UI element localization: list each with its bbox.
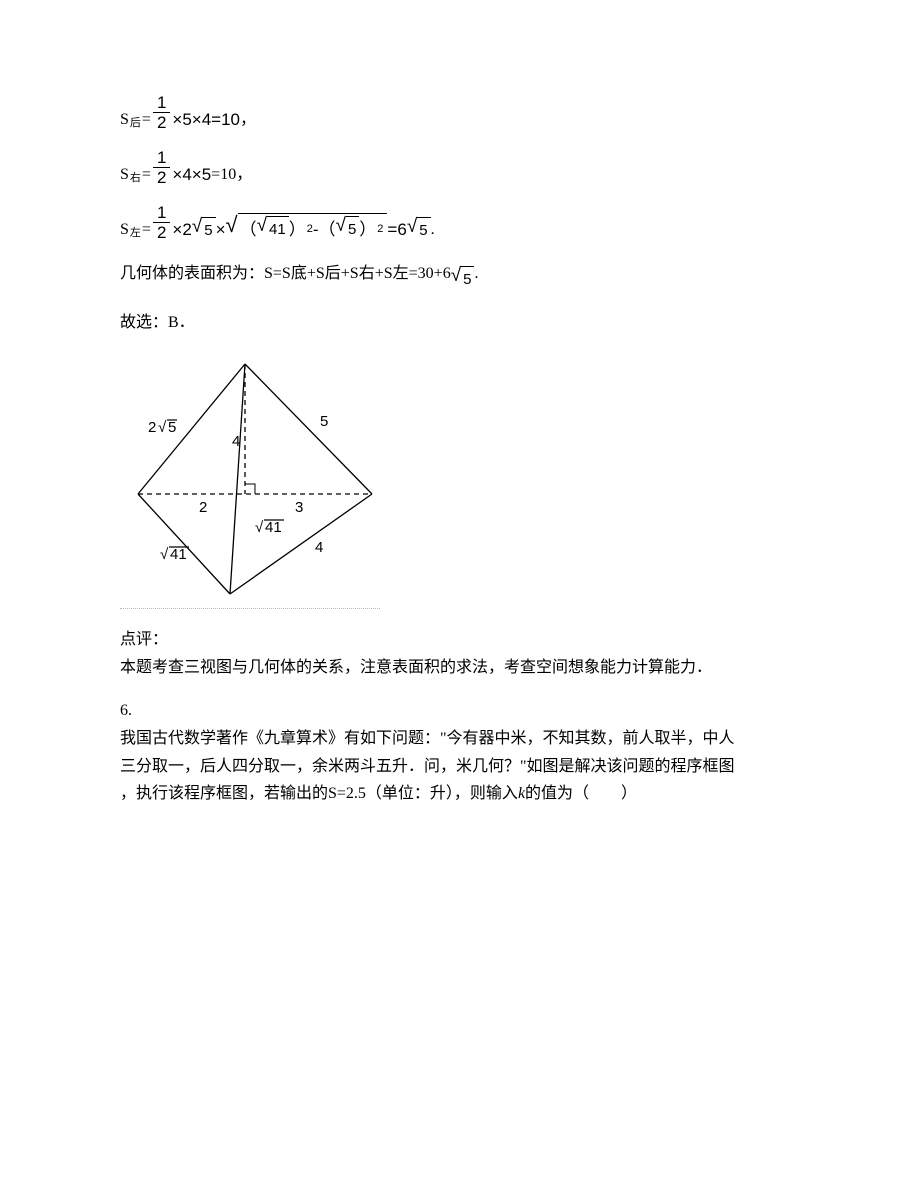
svg-text:4: 4 <box>315 539 323 556</box>
rest: ×4×5 <box>172 161 211 188</box>
lhs-sub: 左 <box>130 225 141 243</box>
q6-line3: ，执行该程序框图，若输出的S=2.5（单位：升），则输入k的值为（ ） <box>120 781 800 807</box>
sqrt-sign-icon: √ <box>257 216 267 242</box>
svg-text:√: √ <box>255 519 264 536</box>
frac-den: 2 <box>153 168 170 186</box>
q6-l3-pre: ，执行该程序框图，若输出的S=2.5（单位：升），则输入 <box>120 785 518 802</box>
sqrt-sign-icon: √ <box>226 214 238 244</box>
plus3: +S <box>375 265 393 282</box>
svg-text:2: 2 <box>199 499 207 516</box>
comment-body: 本题考查三视图与几何体的关系，注意表面积的求法，考查空间想象能力计算能力． <box>120 655 800 681</box>
answer-choice: 故选：B． <box>120 310 800 336</box>
eq: = <box>142 162 151 188</box>
formula-s-left: S 左 = 1 2 ×2 √ 5 × √ （ √ 41 ） 2 - （ <box>120 206 800 243</box>
svg-text:41: 41 <box>265 519 282 536</box>
comment-heading: 点评： <box>120 627 800 653</box>
frac-den: 2 <box>153 113 170 131</box>
sub1: 底 <box>291 265 307 282</box>
svg-text:√: √ <box>160 546 169 563</box>
q6-line2: 三分取一，后人四分取一，余米两斗五升．问，米几何？"如图是解决该问题的程序框图 <box>120 754 800 780</box>
frac-den: 2 <box>153 223 170 241</box>
svg-text:41: 41 <box>170 546 187 563</box>
eqpart: =30+6 <box>409 265 451 282</box>
frac-num: 1 <box>153 204 170 223</box>
fraction: 1 2 <box>153 204 170 241</box>
geometry-svg: 2√54523√41√414 <box>120 354 380 604</box>
frac-num: 1 <box>153 94 170 113</box>
eq2: =6 <box>387 216 406 243</box>
svg-text:5: 5 <box>320 413 328 430</box>
mid2: × <box>216 216 226 243</box>
fraction: 1 2 <box>153 149 170 186</box>
lhs-sub: 后 <box>130 115 141 133</box>
lhs-S: S <box>120 217 129 243</box>
mid1: ×2 <box>172 216 191 243</box>
page: S 后 = 1 2 ×5×4=10 ， S 右 = 1 2 ×4×5 =10， … <box>0 0 920 1191</box>
lhs-S: S <box>120 162 129 188</box>
tail: . <box>474 265 478 282</box>
formula-s-right: S 右 = 1 2 ×4×5 =10， <box>120 151 800 188</box>
paren-close: ） <box>289 216 306 243</box>
diagram-underline <box>120 608 380 609</box>
formula-s-back: S 后 = 1 2 ×5×4=10 ， <box>120 96 800 133</box>
sup2: 2 <box>377 221 383 239</box>
svg-text:4: 4 <box>232 433 240 450</box>
sub2: 后 <box>325 265 341 282</box>
sqrt-sign-icon: √ <box>451 266 461 292</box>
sqrt-body: 5 <box>417 217 430 243</box>
question-number: 6. <box>120 698 800 724</box>
sub4: 左 <box>393 265 409 282</box>
sqrt-body: 5 <box>461 266 474 292</box>
paren-open2: （ <box>319 216 336 243</box>
sqrt-41: √ 41 <box>257 216 289 242</box>
frac-num: 1 <box>153 149 170 168</box>
prefix: 几何体的表面积为：S=S <box>120 265 291 282</box>
sqrt-body: 5 <box>202 217 215 243</box>
sqrt-5b: √ 5 <box>407 217 431 243</box>
lhs-S: S <box>120 107 129 133</box>
eq: = <box>142 217 151 243</box>
fraction: 1 2 <box>153 94 170 131</box>
surface-area-line: 几何体的表面积为：S=S底+S后+S右+S左=30+6√5. <box>120 261 800 292</box>
svg-text:5: 5 <box>168 419 176 436</box>
svg-text:2: 2 <box>148 419 156 436</box>
outer-sqrt: √ （ √ 41 ） 2 - （ √ 5 ） 2 <box>226 213 388 243</box>
sqrt-sign-icon: √ <box>407 217 417 243</box>
sqrt-5a: √ 5 <box>192 217 216 243</box>
q6-k: k <box>518 785 525 802</box>
svg-text:3: 3 <box>295 499 303 516</box>
sqrt-sign-icon: √ <box>336 216 346 242</box>
paren-open: （ <box>240 216 257 243</box>
tail: ， <box>240 107 256 133</box>
rest: ×5×4=10 <box>172 106 240 133</box>
geometry-diagram: 2√54523√41√414 <box>120 354 800 610</box>
eq: = <box>142 107 151 133</box>
sqrt-body: 41 <box>267 216 289 242</box>
plus1: +S <box>307 265 325 282</box>
tail: . <box>431 217 435 243</box>
svg-text:√: √ <box>158 419 167 436</box>
paren-close2: ） <box>359 216 376 243</box>
sqrt-body: 5 <box>346 216 359 242</box>
sqrt-5-surface: √5 <box>451 266 475 292</box>
plus2: +S <box>341 265 359 282</box>
sub3: 右 <box>359 265 375 282</box>
outer-sqrt-body: （ √ 41 ） 2 - （ √ 5 ） 2 <box>238 213 388 243</box>
tail: =10， <box>211 162 252 188</box>
sqrt-5-inner: √ 5 <box>336 216 360 242</box>
lhs-sub: 右 <box>130 170 141 188</box>
q6-l3-post: 的值为（ ） <box>525 785 637 802</box>
sqrt-sign-icon: √ <box>192 217 202 243</box>
q6-line1: 我国古代数学著作《九章算术》有如下问题："今有器中米，不知其数，前人取半，中人 <box>120 726 800 752</box>
